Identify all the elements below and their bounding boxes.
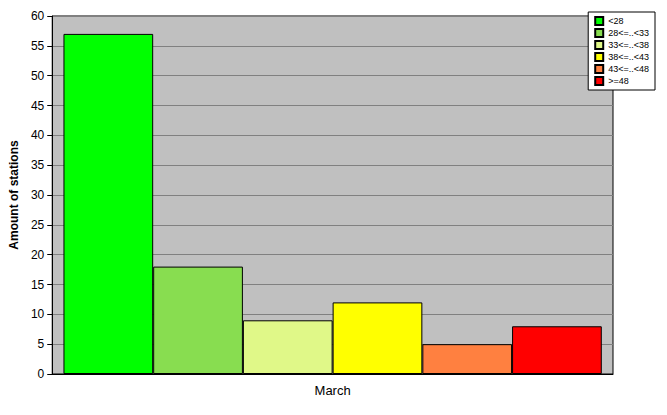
svg-text:0: 0 (38, 367, 45, 381)
svg-text:38<=..<43: 38<=..<43 (608, 52, 649, 62)
svg-text:5: 5 (38, 337, 45, 351)
svg-text:25: 25 (31, 218, 45, 232)
svg-text:50: 50 (31, 69, 45, 83)
svg-text:43<=..<48: 43<=..<48 (608, 64, 649, 74)
svg-text:15: 15 (31, 278, 45, 292)
svg-text:35: 35 (31, 158, 45, 172)
svg-text:55: 55 (31, 39, 45, 53)
svg-text:30: 30 (31, 188, 45, 202)
svg-text:10: 10 (31, 307, 45, 321)
svg-text:45: 45 (31, 99, 45, 113)
svg-text:20: 20 (31, 248, 45, 262)
svg-text:60: 60 (31, 9, 45, 23)
svg-text:40: 40 (31, 128, 45, 142)
svg-text:Amount of stations: Amount of stations (7, 140, 21, 250)
svg-text:33<=..<38: 33<=..<38 (608, 40, 649, 50)
svg-text:>=48: >=48 (608, 76, 629, 86)
svg-text:28<=..<33: 28<=..<33 (608, 28, 649, 38)
svg-text:<28: <28 (608, 16, 623, 26)
svg-text:March: March (315, 383, 351, 398)
